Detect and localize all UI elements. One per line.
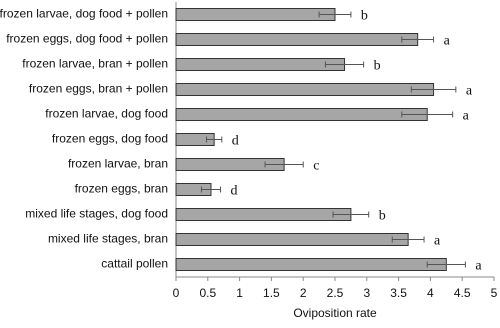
- bar: [175, 33, 419, 46]
- y-tick-label: mixed life stages, dog food: [25, 207, 168, 221]
- y-tick-label: frozen larvae, dog food + pollen: [0, 7, 168, 21]
- error-bar: [391, 236, 425, 243]
- error-bar: [410, 86, 457, 93]
- significance-letter: d: [232, 134, 239, 149]
- bar: [175, 8, 336, 21]
- error-bar: [332, 211, 370, 218]
- y-tick-label: frozen larvae, bran + pollen: [22, 57, 168, 71]
- x-tick-label: 3.5: [390, 286, 407, 300]
- bar: [175, 83, 435, 96]
- error-bar: [206, 136, 223, 143]
- significance-letter: d: [231, 184, 238, 199]
- y-tick-label: frozen eggs, bran + pollen: [29, 82, 168, 96]
- y-tick-label: frozen eggs, bran: [75, 182, 168, 196]
- significance-letter: a: [434, 234, 441, 249]
- error-bar: [324, 61, 365, 68]
- significance-letter: b: [374, 59, 381, 74]
- error-bar: [401, 36, 435, 43]
- y-tick-label: frozen larvae, dog food: [45, 107, 168, 121]
- x-tick-label: 4: [427, 286, 434, 300]
- x-tick-label: 0.5: [199, 286, 216, 300]
- error-bar: [401, 111, 454, 118]
- y-tick-label: cattail pollen: [101, 257, 168, 271]
- significance-letter: b: [361, 9, 368, 24]
- error-bar: [426, 261, 466, 268]
- significance-letter: a: [463, 109, 470, 124]
- error-bar: [264, 161, 304, 168]
- bar: [175, 208, 352, 221]
- x-tick-label: 4.5: [454, 286, 471, 300]
- y-tick-label: frozen eggs, dog food + pollen: [6, 32, 168, 46]
- x-tick-label: 2: [300, 286, 307, 300]
- x-tick-label: 0: [173, 286, 180, 300]
- bar: [175, 108, 428, 121]
- x-tick-label: 3: [363, 286, 370, 300]
- x-tick-label: 1: [236, 286, 243, 300]
- bar: [175, 233, 409, 246]
- error-bar: [200, 186, 222, 193]
- y-tick-label: frozen larvae, bran: [68, 157, 168, 171]
- significance-letter: c: [313, 159, 319, 174]
- bar: [175, 258, 447, 271]
- significance-letter: a: [444, 34, 451, 49]
- error-bar: [318, 11, 352, 18]
- y-tick-label: frozen eggs, dog food: [52, 132, 168, 146]
- x-tick-label: 2.5: [327, 286, 344, 300]
- significance-letter: a: [475, 259, 482, 274]
- x-tick-label: 1.5: [263, 286, 280, 300]
- significance-letter: b: [379, 209, 386, 224]
- bar: [175, 58, 346, 71]
- significance-letter: a: [466, 84, 473, 99]
- y-tick-label: mixed life stages, bran: [48, 232, 168, 246]
- x-tick-label: 5: [491, 286, 498, 300]
- x-axis-title: Oviposition rate: [293, 306, 377, 320]
